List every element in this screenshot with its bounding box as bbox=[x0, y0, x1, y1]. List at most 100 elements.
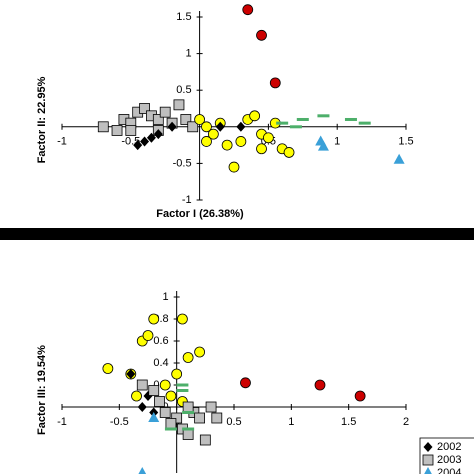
point bbox=[276, 121, 289, 125]
point bbox=[159, 407, 171, 418]
point bbox=[211, 412, 223, 424]
x-tick-label: 2 bbox=[403, 416, 409, 428]
x-axis-title: Factor I (26.38%) bbox=[156, 208, 244, 220]
point bbox=[201, 136, 212, 147]
point bbox=[317, 140, 329, 151]
point bbox=[205, 401, 217, 413]
x-tick-label: 1.5 bbox=[341, 416, 356, 428]
point bbox=[171, 412, 183, 424]
legend-label: 2003 bbox=[437, 454, 461, 466]
point bbox=[146, 132, 156, 143]
point bbox=[262, 132, 274, 144]
point bbox=[148, 412, 160, 422]
x-tick-label: 1 bbox=[334, 136, 340, 148]
point bbox=[249, 110, 261, 122]
point bbox=[159, 106, 171, 118]
point bbox=[176, 383, 189, 387]
point bbox=[194, 114, 206, 125]
point bbox=[152, 114, 164, 125]
legend-marker bbox=[422, 454, 434, 466]
point bbox=[182, 401, 194, 413]
point bbox=[314, 379, 326, 391]
legend-label: 2002 bbox=[437, 441, 461, 453]
point bbox=[201, 121, 212, 133]
point bbox=[180, 114, 192, 125]
point bbox=[154, 396, 165, 407]
point bbox=[199, 434, 211, 446]
point bbox=[167, 121, 177, 132]
point bbox=[240, 377, 251, 389]
point bbox=[242, 4, 254, 16]
point bbox=[111, 125, 123, 136]
y-tick-label: 1 bbox=[163, 291, 169, 303]
point bbox=[354, 390, 366, 402]
point bbox=[235, 136, 247, 147]
y-tick-label: -1 bbox=[182, 194, 192, 206]
point bbox=[126, 369, 136, 379]
point bbox=[236, 121, 246, 132]
point bbox=[137, 402, 147, 412]
point bbox=[153, 129, 163, 140]
x-tick-label: -1 bbox=[57, 136, 67, 148]
separator-bar bbox=[0, 228, 474, 240]
point bbox=[194, 412, 206, 424]
x-tick-label: 1.5 bbox=[398, 136, 413, 148]
x-tick-label: 1 bbox=[288, 416, 294, 428]
point bbox=[207, 128, 219, 140]
point bbox=[358, 121, 371, 125]
point bbox=[296, 117, 309, 121]
point bbox=[139, 103, 150, 114]
y-tick-label: 0.5 bbox=[176, 84, 191, 96]
point bbox=[176, 313, 188, 325]
point bbox=[133, 140, 143, 151]
y-tick-label: 0 bbox=[163, 401, 169, 413]
point bbox=[102, 363, 114, 374]
point bbox=[393, 153, 405, 164]
point bbox=[165, 418, 177, 429]
y-axis-title: Factor III: 19.54% bbox=[36, 345, 48, 435]
point bbox=[182, 352, 194, 363]
point bbox=[171, 368, 183, 380]
x-tick-label: 0.5 bbox=[226, 416, 241, 428]
legend-label: 2004 bbox=[437, 467, 461, 474]
y-tick-label: 1 bbox=[185, 48, 191, 60]
y-tick-label: -0.5 bbox=[173, 157, 192, 169]
point bbox=[182, 411, 195, 414]
point bbox=[176, 389, 189, 392]
point bbox=[97, 121, 109, 133]
point bbox=[148, 385, 160, 396]
point bbox=[289, 125, 302, 129]
point bbox=[159, 379, 171, 391]
point bbox=[215, 121, 225, 132]
point bbox=[283, 147, 295, 158]
point bbox=[140, 136, 150, 147]
y-tick-label: 1.5 bbox=[176, 11, 191, 23]
point bbox=[131, 390, 142, 402]
y-tick-label: 0.4 bbox=[153, 357, 168, 369]
point bbox=[187, 121, 199, 133]
legend-marker bbox=[424, 467, 432, 474]
point bbox=[125, 125, 137, 136]
point bbox=[344, 117, 357, 121]
point bbox=[221, 139, 233, 151]
point bbox=[269, 77, 281, 89]
point bbox=[148, 313, 160, 325]
point bbox=[194, 346, 206, 358]
x-tick-label: -1 bbox=[57, 416, 67, 428]
x-tick-label: -0.5 bbox=[110, 416, 129, 428]
point bbox=[136, 379, 148, 391]
y-axis-title: Factor II: 22.95% bbox=[36, 76, 48, 163]
point bbox=[317, 114, 330, 118]
point bbox=[164, 427, 177, 431]
point bbox=[182, 427, 195, 431]
legend-marker bbox=[423, 442, 433, 452]
point bbox=[173, 99, 185, 111]
y-tick-label: 0.6 bbox=[153, 335, 168, 347]
point bbox=[256, 29, 267, 41]
point bbox=[256, 143, 267, 155]
point bbox=[165, 390, 177, 402]
point bbox=[142, 330, 154, 341]
point bbox=[182, 429, 194, 440]
